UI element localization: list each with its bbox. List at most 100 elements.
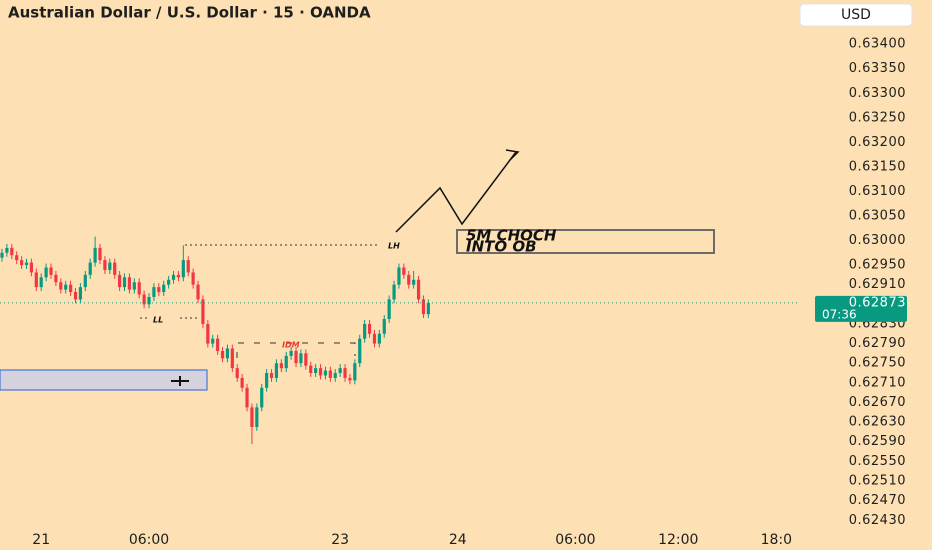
y-tick-label: 0.62670 xyxy=(849,395,906,410)
candle-body xyxy=(176,274,181,278)
candle-body xyxy=(39,277,43,288)
candle-body xyxy=(363,323,367,339)
candle-body xyxy=(269,373,274,378)
arrow-head xyxy=(505,149,520,161)
candle-body xyxy=(318,368,323,376)
candle-body xyxy=(142,294,146,305)
y-tick-label: 0.63200 xyxy=(849,135,906,150)
y-tick-label: 0.63150 xyxy=(849,159,906,174)
candle-body xyxy=(88,262,92,275)
candle-body xyxy=(309,365,313,374)
annotation-label: LH xyxy=(388,242,400,251)
y-tick-label: 0.62430 xyxy=(849,513,906,528)
candle-body xyxy=(358,338,362,364)
candle-body xyxy=(343,368,347,378)
chart-title: Australian Dollar / U.S. Dollar · 15 · O… xyxy=(8,4,371,22)
y-tick-label: 0.63100 xyxy=(849,184,906,199)
candle-body xyxy=(201,299,205,324)
x-tick-label: 21 xyxy=(32,532,50,548)
candle-body xyxy=(412,279,416,285)
candle-body xyxy=(289,350,293,356)
y-tick-label: 0.62510 xyxy=(849,474,906,489)
candle-body xyxy=(196,284,200,300)
candle-body xyxy=(98,247,102,261)
currency-label: USD xyxy=(841,7,871,23)
candle-body xyxy=(54,274,58,283)
candle-body xyxy=(348,377,352,381)
candle-body xyxy=(73,292,78,300)
candle-body xyxy=(186,260,190,273)
candle-body xyxy=(250,407,254,428)
y-tick-label: 0.63400 xyxy=(849,37,906,52)
candle-body xyxy=(137,282,141,295)
candle-body xyxy=(323,370,328,376)
candle-body xyxy=(265,373,269,388)
y-tick-label: 0.63300 xyxy=(849,86,906,101)
annotation-text: INTO OB xyxy=(466,238,537,256)
candle-body xyxy=(392,284,396,300)
candle-body xyxy=(274,363,279,378)
candle-body xyxy=(245,387,249,408)
candle-body xyxy=(235,368,239,378)
candle-body xyxy=(69,284,73,293)
candle-body xyxy=(162,284,166,293)
y-tick-label: 0.62750 xyxy=(849,356,906,371)
plus-icon xyxy=(171,376,189,386)
candle-body xyxy=(372,333,377,344)
candle-body xyxy=(353,363,357,381)
candle-body xyxy=(24,262,29,266)
candle-body xyxy=(240,377,244,388)
candle-body xyxy=(216,338,220,351)
y-tick-label: 0.62590 xyxy=(849,434,906,449)
y-tick-label: 0.62790 xyxy=(849,336,906,351)
candle-body xyxy=(93,247,97,263)
currency-button[interactable] xyxy=(799,3,913,27)
annotation-label: LL xyxy=(153,316,163,325)
x-tick-label: 24 xyxy=(449,532,467,548)
x-tick-label: 18:0 xyxy=(761,532,792,548)
x-tick-label: 06:00 xyxy=(129,532,169,548)
last-price-tag xyxy=(815,295,907,322)
candle-body xyxy=(59,282,63,290)
candle-body xyxy=(132,282,136,290)
candle-body xyxy=(0,252,4,258)
candle-body xyxy=(64,284,68,290)
y-tick-label: 0.62630 xyxy=(849,415,906,430)
candle-body xyxy=(260,387,264,408)
candle-body xyxy=(152,287,156,297)
candle-body xyxy=(338,368,342,374)
candle-body xyxy=(191,272,195,285)
y-tick-label: 0.63250 xyxy=(849,110,906,125)
candle-body xyxy=(284,355,288,369)
x-tick-label: 12:00 xyxy=(658,532,698,548)
candle-body xyxy=(211,338,215,344)
candle-body xyxy=(225,348,230,359)
y-tick-label: 0.63050 xyxy=(849,208,906,223)
candle-body xyxy=(83,274,87,288)
candle-body xyxy=(108,262,112,270)
candle-body xyxy=(328,370,332,378)
y-tick-label: 0.63000 xyxy=(849,233,906,248)
candle-body xyxy=(20,260,24,266)
candle-body xyxy=(299,353,303,364)
y-tick-label: 0.62470 xyxy=(849,493,906,508)
candle-body xyxy=(181,260,185,278)
candle-body xyxy=(279,363,283,369)
candle-body xyxy=(367,323,372,334)
candle-body xyxy=(171,274,176,280)
candle-body xyxy=(10,247,14,256)
candle-body xyxy=(44,267,48,278)
candle-body xyxy=(103,260,107,270)
candle-body xyxy=(421,299,426,315)
x-tick-label: 23 xyxy=(331,532,349,548)
candle-body xyxy=(402,267,406,275)
candle-body xyxy=(407,274,411,285)
candle-body xyxy=(147,296,151,305)
annotation-box xyxy=(456,229,715,254)
candle-body xyxy=(127,277,132,290)
candle-body xyxy=(29,262,34,273)
candle-body xyxy=(387,299,391,320)
candle-body xyxy=(333,373,337,378)
